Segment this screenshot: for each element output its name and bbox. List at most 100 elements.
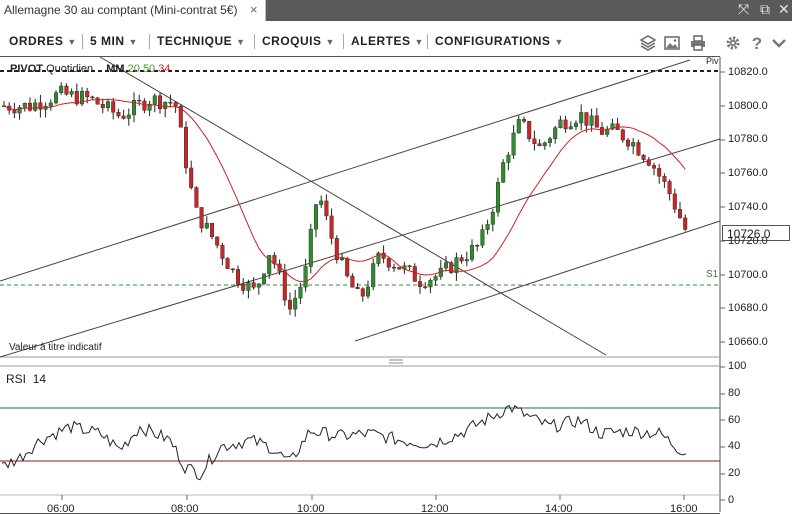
candle bbox=[620, 128, 625, 143]
candle bbox=[293, 289, 298, 317]
candle bbox=[324, 194, 329, 221]
candle bbox=[116, 108, 121, 119]
print-icon[interactable] bbox=[689, 34, 707, 52]
candle bbox=[657, 163, 662, 184]
menu-separator bbox=[82, 34, 83, 49]
candle bbox=[262, 273, 267, 286]
candle bbox=[235, 265, 240, 288]
candle bbox=[272, 252, 277, 269]
menu-alertes[interactable]: ALERTES ▼ bbox=[351, 34, 424, 48]
menu-ordres[interactable]: ORDRES ▼ bbox=[9, 34, 77, 48]
candle bbox=[652, 162, 657, 176]
candle bbox=[485, 219, 490, 235]
candle bbox=[204, 216, 209, 230]
candle bbox=[345, 257, 350, 278]
candle bbox=[220, 242, 225, 266]
expand-icon[interactable]: ⤧ bbox=[738, 1, 750, 17]
candle bbox=[376, 251, 381, 267]
candle bbox=[542, 141, 547, 150]
candle bbox=[314, 203, 319, 238]
menu-configurations[interactable]: CONFIGURATIONS ▼ bbox=[435, 34, 564, 48]
s1-label: S1 bbox=[706, 269, 719, 280]
candle bbox=[183, 121, 188, 174]
candle bbox=[423, 282, 428, 290]
menu-croquis[interactable]: CROQUIS ▼ bbox=[262, 34, 335, 48]
candle bbox=[194, 186, 199, 208]
menu-configurations-label: CONFIGURATIONS bbox=[435, 34, 551, 48]
resize-handle[interactable] bbox=[389, 359, 403, 364]
candle bbox=[516, 115, 521, 134]
moving-average-line bbox=[3, 98, 686, 283]
candle bbox=[506, 151, 511, 171]
candle bbox=[105, 98, 110, 112]
layers-icon[interactable] bbox=[639, 34, 657, 52]
rsi-label: RSI bbox=[6, 372, 27, 386]
chevron-down-icon: ▼ bbox=[554, 37, 564, 47]
candle bbox=[605, 125, 610, 138]
candle bbox=[589, 108, 594, 132]
rsi-legend[interactable]: RSI 14 bbox=[6, 372, 46, 386]
indicator-legend[interactable]: PIVOT Quotidien MM 20 50 34 bbox=[10, 63, 171, 75]
candle bbox=[121, 109, 126, 120]
help-icon[interactable]: ? bbox=[748, 34, 766, 52]
price-tick: 10700.0 bbox=[728, 269, 768, 281]
candle bbox=[496, 177, 501, 217]
rsi-tick: 100 bbox=[728, 360, 747, 372]
price-tick: 10720.0 bbox=[728, 235, 768, 247]
candle bbox=[256, 283, 261, 295]
restore-icon[interactable]: ⧉ bbox=[760, 1, 770, 17]
candle bbox=[215, 236, 220, 249]
axis-ticks bbox=[61, 71, 725, 501]
candle bbox=[168, 94, 173, 108]
candle bbox=[33, 98, 38, 112]
candle bbox=[641, 153, 646, 163]
menu-technique[interactable]: TECHNIQUE ▼ bbox=[157, 34, 246, 48]
candle bbox=[418, 275, 423, 294]
candle bbox=[636, 139, 641, 156]
chevron-down-icon: ▼ bbox=[325, 37, 335, 47]
candle bbox=[225, 257, 230, 270]
chart-tab[interactable]: Allemagne 30 au comptant (Mini-contrat 5… bbox=[0, 0, 266, 21]
candle bbox=[600, 122, 605, 136]
candle bbox=[537, 139, 542, 147]
candle bbox=[126, 108, 131, 126]
candle bbox=[438, 259, 443, 280]
candle bbox=[152, 93, 157, 113]
candle bbox=[230, 268, 235, 273]
rsi-tick: 60 bbox=[728, 414, 741, 426]
candle bbox=[12, 102, 17, 119]
image-icon[interactable] bbox=[663, 34, 681, 52]
close-window-icon[interactable]: ✕ bbox=[778, 1, 790, 17]
candle bbox=[584, 112, 589, 133]
ma-period-3: 34 bbox=[158, 63, 171, 75]
menu-alertes-label: ALERTES bbox=[351, 34, 411, 48]
candle bbox=[199, 207, 204, 233]
candle bbox=[319, 195, 324, 208]
candle bbox=[355, 282, 360, 290]
candle bbox=[17, 104, 22, 120]
rsi-tick: 80 bbox=[728, 387, 741, 399]
candle bbox=[163, 101, 168, 118]
chevron-down-icon: ▼ bbox=[236, 37, 246, 47]
title-bar: Allemagne 30 au comptant (Mini-contrat 5… bbox=[0, 0, 792, 21]
rsi-period: 14 bbox=[32, 372, 47, 386]
candle bbox=[64, 83, 69, 96]
menu-timeframe[interactable]: 5 MIN ▼ bbox=[90, 34, 138, 48]
candle bbox=[209, 222, 214, 240]
chevron-down-icon[interactable] bbox=[770, 34, 788, 52]
candle bbox=[303, 258, 308, 292]
candle bbox=[579, 104, 584, 131]
price-tick: 10800.0 bbox=[728, 100, 768, 112]
gear-icon[interactable] bbox=[724, 34, 742, 52]
candle bbox=[470, 239, 475, 262]
menu-separator bbox=[427, 34, 428, 49]
time-tick: 10:00 bbox=[297, 503, 325, 515]
close-tab-icon[interactable]: × bbox=[250, 2, 258, 17]
candle bbox=[522, 116, 527, 124]
candle bbox=[147, 100, 152, 117]
candle bbox=[527, 120, 532, 142]
candle bbox=[38, 94, 43, 118]
candle bbox=[90, 95, 95, 100]
trend-channel[interactable] bbox=[0, 56, 721, 358]
